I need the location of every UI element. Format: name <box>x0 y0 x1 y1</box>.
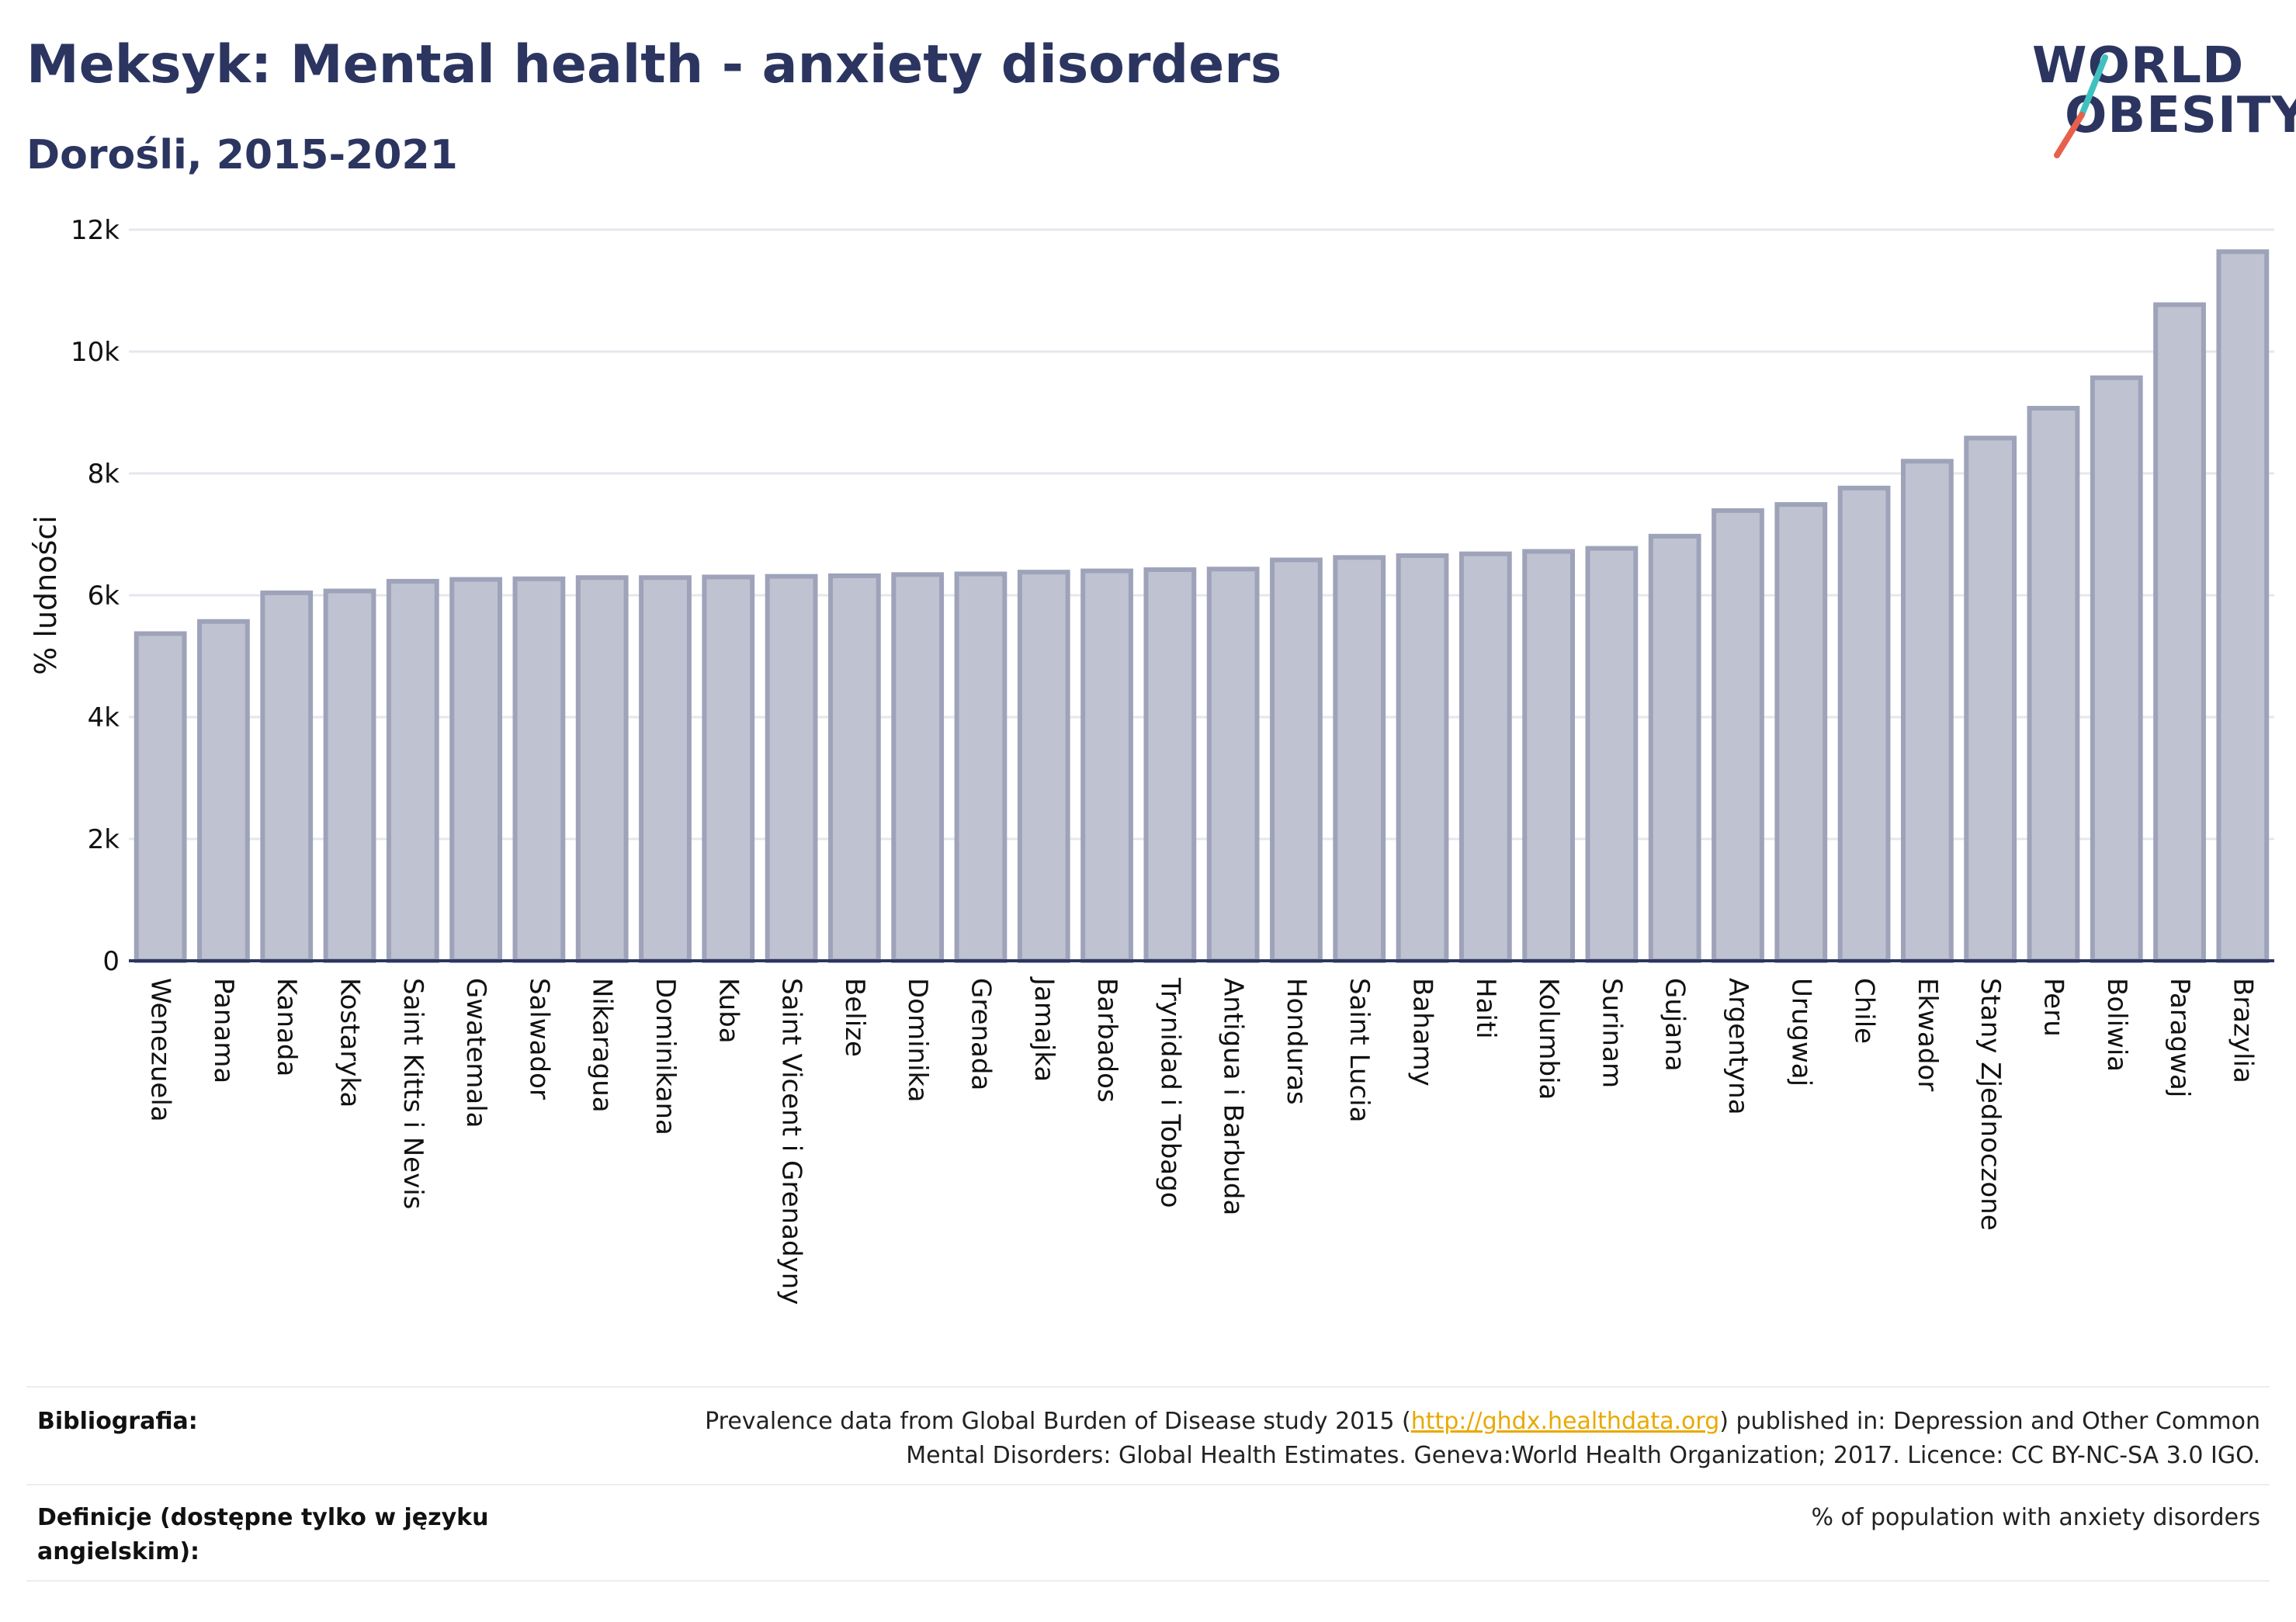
logo-text-world: WORLD <box>2032 37 2245 95</box>
definitions-text: % of population with anxiety disorders <box>1811 1504 2260 1531</box>
bar <box>1080 568 1133 963</box>
x-tick-label: Stany Zjednoczone <box>1975 978 2006 1231</box>
bar <box>2153 302 2206 963</box>
x-tick-label: Kostaryka <box>335 978 366 1107</box>
y-tick-label: 4k <box>88 702 120 733</box>
y-tick-label: 10k <box>71 337 120 368</box>
bibliography-label: Bibliografia: <box>37 1408 198 1435</box>
bar <box>954 571 1008 963</box>
bar <box>512 576 566 963</box>
x-tick-label: Jamajka <box>1028 976 1060 1082</box>
bar <box>1458 551 1512 963</box>
bar <box>575 575 629 963</box>
bar <box>765 574 818 963</box>
x-tick-label: Brazylia <box>2227 978 2258 1083</box>
bibliography-pre: Prevalence data from Global Burden of Di… <box>705 1408 1411 1435</box>
y-tick-label: 6k <box>88 581 120 612</box>
x-tick-label: Saint Kitts i Nevis <box>397 978 428 1209</box>
bar <box>702 574 755 963</box>
bar <box>449 577 503 963</box>
bar <box>1900 459 1954 963</box>
footer-divider <box>26 1386 2270 1388</box>
chart-title: Meksyk: Mental health - anxiety disorder… <box>26 34 1282 95</box>
definitions-label: Definicje (dostępne tylko w języku angie… <box>37 1501 488 1569</box>
x-tick-label: Grenada <box>965 978 996 1090</box>
bar <box>1774 502 1828 964</box>
bar <box>1712 508 1764 963</box>
x-tick-label: Kanada <box>271 978 302 1076</box>
x-tick-label: Honduras <box>1281 978 1312 1105</box>
bar <box>1143 567 1197 963</box>
bar <box>2216 249 2270 963</box>
x-tick-label: Panama <box>208 978 239 1083</box>
bar <box>891 572 945 963</box>
bibliography-line2: Mental Disorders: Global Health Estimate… <box>906 1442 2260 1469</box>
x-tick-label: Surinam <box>1596 978 1627 1088</box>
bar <box>639 575 692 963</box>
x-tick-label: Trynidad i Tobago <box>1154 977 1185 1208</box>
x-tick-label: Haiti <box>1470 978 1501 1039</box>
logo-slash-icon <box>2054 54 2108 158</box>
bar <box>260 590 314 963</box>
x-tick-label: Argentyna <box>1722 978 1753 1115</box>
bar <box>2090 375 2143 963</box>
definitions-label-line1: Definicje (dostępne tylko w języku <box>37 1504 489 1531</box>
x-tick-label: Boliwia <box>2101 978 2132 1072</box>
bar <box>1522 549 1576 964</box>
bibliography-post: ) published in: Depression and Other Com… <box>1719 1408 2260 1435</box>
bar <box>1964 435 2017 964</box>
x-tick-label: Gwatemala <box>460 978 491 1128</box>
x-tick-label: Bahamy <box>1407 978 1438 1087</box>
footer-divider <box>26 1580 2270 1582</box>
bar <box>134 631 187 964</box>
y-tick-label: 8k <box>88 459 120 490</box>
x-tick-label: Belize <box>839 978 870 1057</box>
x-tick-label: Chile <box>1849 978 1880 1044</box>
x-tick-label: Saint Lucia <box>1344 978 1375 1122</box>
x-tick-label: Dominikana <box>650 978 681 1135</box>
x-tick-label: Peru <box>2038 978 2069 1037</box>
bar <box>1837 485 1891 963</box>
x-tick-label: Salwador <box>523 978 554 1100</box>
x-tick-label: Kuba <box>713 978 744 1044</box>
definitions-label-line2: angielskim): <box>37 1538 200 1565</box>
x-tick-label: Urugwaj <box>1785 978 1816 1087</box>
x-tick-label: Kolumbia <box>1533 978 1564 1100</box>
world-obesity-logo: WORLD OBESITY <box>2018 31 2296 171</box>
x-tick-label: Antigua i Barbuda <box>1218 978 1249 1215</box>
y-axis-label: % ludności <box>29 515 63 675</box>
bar <box>1206 567 1260 963</box>
y-tick-label: 12k <box>71 215 120 246</box>
bar <box>2027 406 2080 963</box>
bar <box>386 578 439 963</box>
bar <box>1585 546 1639 963</box>
chart-subtitle: Dorośli, 2015-2021 <box>26 132 458 178</box>
x-tick-label: Gujana <box>1660 978 1691 1072</box>
y-tick-label: 0 <box>102 946 120 977</box>
x-tick-label: Dominika <box>902 978 933 1102</box>
x-tick-label: Ekwador <box>1912 978 1943 1091</box>
bar <box>827 573 881 963</box>
x-tick-label: Nikaragua <box>587 978 618 1113</box>
bar <box>197 619 250 963</box>
y-tick-label: 2k <box>88 824 120 855</box>
x-tick-label: Barbados <box>1091 978 1122 1103</box>
bibliography-text: Prevalence data from Global Burden of Di… <box>630 1405 2260 1473</box>
bar <box>323 588 376 963</box>
bar-chart: 0 2k 4k 6k 8k 10k 12k % ludności Wenezuela Panama… <box>29 215 2274 1305</box>
bibliography-link[interactable]: http://ghdx.healthdata.org <box>1410 1408 1720 1435</box>
footer-divider <box>26 1484 2270 1485</box>
logo-text-obesity: OBESITY <box>2065 87 2296 144</box>
bar <box>1396 553 1449 964</box>
x-tick-label: Paragwaj <box>2164 978 2195 1097</box>
bar <box>1270 557 1323 964</box>
bar <box>1333 555 1386 963</box>
x-tick-label: Wenezuela <box>145 978 176 1122</box>
bar <box>1017 570 1070 963</box>
bar <box>1648 533 1701 964</box>
x-tick-label: Saint Vicent i Grenadyny <box>776 978 807 1305</box>
